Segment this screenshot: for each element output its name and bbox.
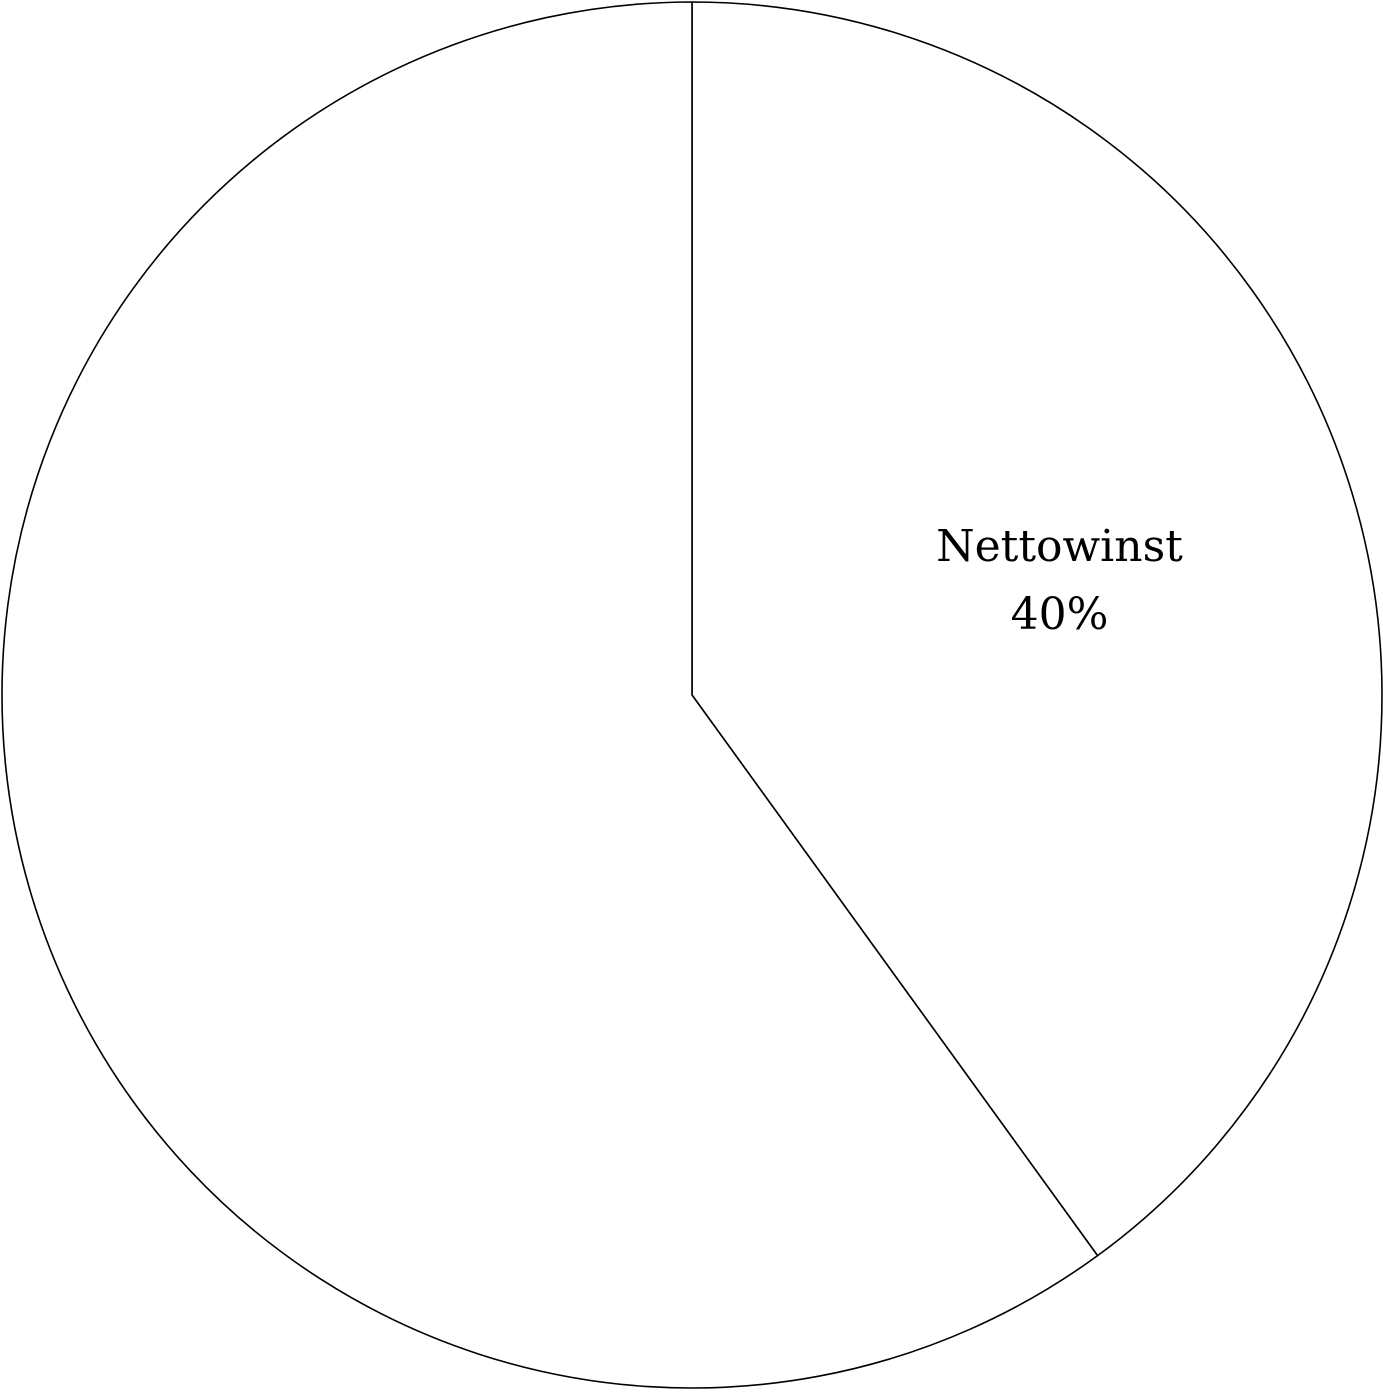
slice-name-label: Nettowinst (936, 521, 1183, 572)
pie-slice-other-1 (1, 1, 1099, 1389)
pie-slice-label: Nettowinst 40% (936, 521, 1183, 640)
pie-slice-nettowinst (691, 1, 1383, 1257)
slice-value-label: 40% (1011, 589, 1109, 640)
